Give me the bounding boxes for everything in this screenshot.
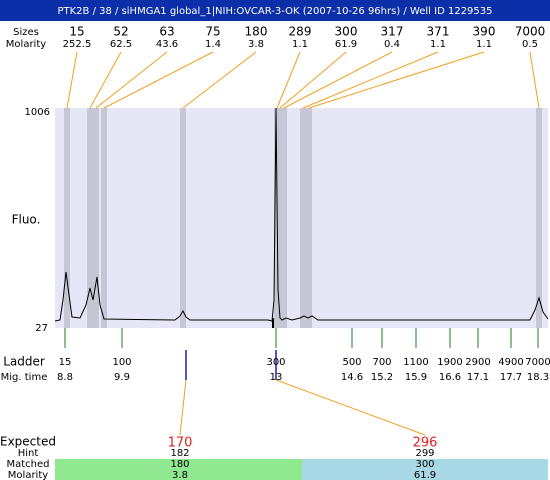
y-bottom-label: 27 <box>35 323 48 334</box>
peak-size: 52 <box>113 25 128 39</box>
peak-size: 317 <box>381 25 404 39</box>
y-top-label: 1006 <box>25 107 50 118</box>
matched-label: Matched <box>6 459 49 470</box>
ladder-time: 8.8 <box>57 372 73 383</box>
peak-link <box>283 51 393 109</box>
expected-label: Expected <box>0 435 56 449</box>
expected-link <box>275 379 426 436</box>
matched-bg-right <box>302 459 548 480</box>
peak-band <box>536 108 542 328</box>
peak-band <box>306 108 312 328</box>
peak-link <box>529 51 540 109</box>
peak-molarity: 1.1 <box>430 39 446 50</box>
peak-size: 390 <box>473 25 496 39</box>
peak-band <box>64 108 70 328</box>
peak-size: 7000 <box>515 25 546 39</box>
peak-band <box>101 108 107 328</box>
peak-link <box>308 51 485 109</box>
molarity: 61.9 <box>414 470 436 480</box>
peak-link <box>302 51 439 109</box>
ladder-size: 7000 <box>525 357 550 368</box>
ladder-time: 14.6 <box>341 372 363 383</box>
peak-molarity: 1.1 <box>476 39 492 50</box>
peak-molarity: 252.5 <box>63 39 92 50</box>
peak-link <box>66 51 78 109</box>
molarity-label: Molarity <box>8 470 48 480</box>
peak-size: 371 <box>427 25 450 39</box>
ladder-size: 100 <box>112 357 131 368</box>
hint-label: Hint <box>18 448 39 459</box>
peak-molarity: 43.6 <box>156 39 178 50</box>
peak-link <box>95 51 168 109</box>
peak-molarity: 3.8 <box>248 39 264 50</box>
expected-link <box>179 379 187 436</box>
ladder-size: 2900 <box>465 357 490 368</box>
peak-band <box>277 108 283 328</box>
peak-molarity: 1.4 <box>205 39 221 50</box>
matched-bg-left <box>55 459 302 480</box>
peak-molarity: 62.5 <box>110 39 132 50</box>
peak-molarity: 0.4 <box>384 39 400 50</box>
ladder-time: 15.9 <box>405 372 427 383</box>
peak-molarity: 0.5 <box>522 39 538 50</box>
mig-time-label: Mig. time <box>1 372 48 383</box>
peak-size: 15 <box>69 25 84 39</box>
peak-link <box>182 51 257 109</box>
ladder-size: 1100 <box>403 357 428 368</box>
peak-size: 180 <box>245 25 268 39</box>
peak-size: 75 <box>205 25 220 39</box>
ladder-time: 16.6 <box>439 372 461 383</box>
peak-band <box>180 108 186 328</box>
expected-size: 296 <box>413 436 438 451</box>
title-bar <box>0 0 550 21</box>
peak-band <box>87 108 93 328</box>
peak-band <box>300 108 306 328</box>
peak-link <box>279 51 347 109</box>
ladder-time: 15.2 <box>371 372 393 383</box>
peak-molarity: 1.1 <box>292 39 308 50</box>
peak-size: 300 <box>335 25 358 39</box>
matched: 180 <box>170 459 189 470</box>
peak-link <box>276 51 301 109</box>
hint: 182 <box>170 448 189 459</box>
ladder-size: 500 <box>342 357 361 368</box>
peak-band <box>281 108 287 328</box>
ladder-time: 18.3 <box>527 372 549 383</box>
peak-size: 289 <box>289 25 312 39</box>
molarity-label: Molarity <box>6 39 46 50</box>
ladder-label: Ladder <box>3 355 45 369</box>
ladder-time: 13 <box>270 372 283 383</box>
ladder-time: 9.9 <box>114 372 130 383</box>
molarity: 3.8 <box>172 470 188 480</box>
title: PTK2B / 38 / siHMGA1 global_1|NIH:OVCAR-… <box>57 6 492 17</box>
trace <box>54 107 549 322</box>
peak-size: 63 <box>159 25 174 39</box>
axis-label: Fluo. <box>12 213 41 227</box>
expected-size: 170 <box>168 436 193 451</box>
ladder-time: 17.7 <box>500 372 522 383</box>
peak-link <box>89 51 122 109</box>
hint: 299 <box>415 448 434 459</box>
sizes-label: Sizes <box>13 27 39 38</box>
ladder-size: 15 <box>59 357 72 368</box>
ladder-size: 300 <box>266 357 285 368</box>
ladder-size: 4900 <box>498 357 523 368</box>
ladder-time: 17.1 <box>467 372 489 383</box>
peak-band <box>93 108 99 328</box>
ladder-size: 1900 <box>437 357 462 368</box>
peak-molarity: 61.9 <box>335 39 357 50</box>
matched: 300 <box>415 459 434 470</box>
ladder-size: 700 <box>372 357 391 368</box>
peak-link <box>103 51 214 109</box>
